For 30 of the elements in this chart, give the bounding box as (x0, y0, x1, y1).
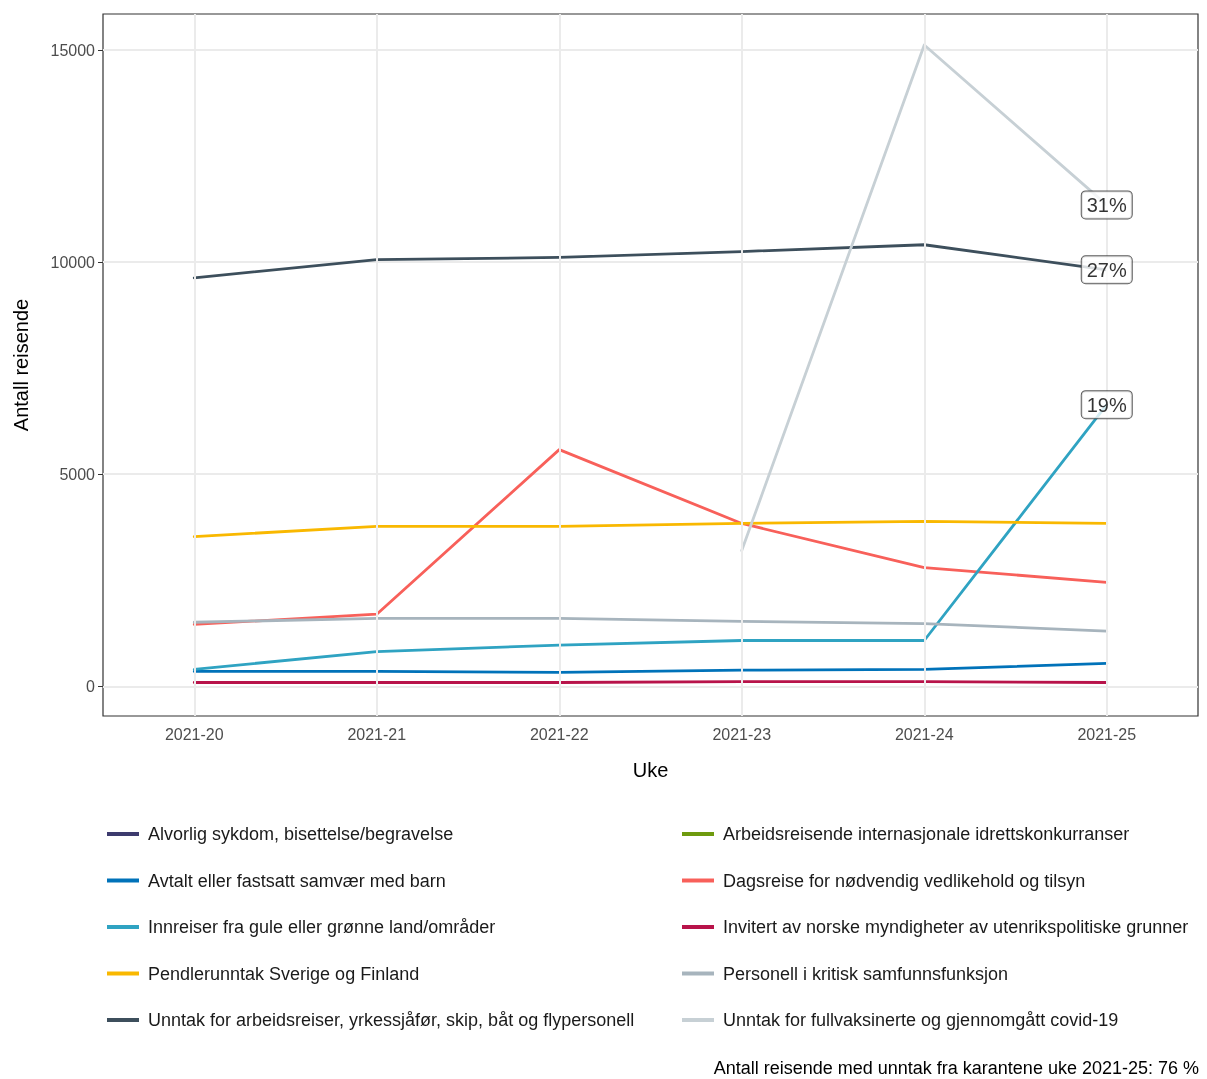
legend-label: Unntak for arbeidsreiser, yrkessjåfør, skip, båt og flypersonell (148, 1010, 635, 1030)
legend-label: Personell i kritisk samfunnsfunksjon (723, 963, 1009, 984)
x-axis-title: Uke (632, 759, 669, 781)
line-series (192, 617, 1109, 633)
x-tick-label: 2021-20 (164, 725, 224, 743)
x-tick-label: 2021-24 (894, 725, 954, 743)
y-tick-label: 10000 (50, 253, 96, 271)
legend-label: Alvorlig sykdom, bisettelse/begravelse (148, 824, 454, 844)
annotation: 31% (1086, 193, 1127, 216)
line-series (192, 519, 1109, 538)
annotation: 27% (1086, 258, 1127, 281)
legend-label: Arbeidsreisende internasjonale idrettskonkurranser (723, 824, 1130, 844)
y-tick-label: 15000 (50, 41, 96, 59)
x-tick-label: 2021-23 (712, 725, 772, 743)
text: Antall reisende med unntak fra karantene uke 2021-25: 76 % (713, 1058, 1200, 1078)
x-tick-label: 2021-22 (529, 725, 589, 743)
legend-label: Innreiser fra gule eller grønne land/områder (148, 917, 496, 937)
y-tick-label: 5000 (59, 465, 96, 483)
x-tick-label: 2021-25 (1077, 725, 1137, 743)
x-tick-label: 2021-21 (347, 725, 407, 743)
legend-label: Pendlerunntak Sverige og Finland (148, 963, 420, 984)
line-series (192, 662, 1109, 674)
legend-label: Invitert av norske myndigheter av utenrikspolitiske grunner (723, 917, 1189, 937)
annotation: 19% (1086, 393, 1127, 416)
y-tick-label: 0 (86, 677, 96, 695)
line-series (192, 448, 1109, 626)
y-axis-title: Antall reisende (10, 298, 32, 432)
legend-label: Dagsreise for nødvendig vedlikehold og tilsyn (723, 870, 1086, 891)
legend-label: Avtalt eller fastsatt samvær med barn (148, 870, 446, 891)
legend-label: Unntak for fullvaksinerte og gjennomgått covid-19 (723, 1010, 1119, 1030)
